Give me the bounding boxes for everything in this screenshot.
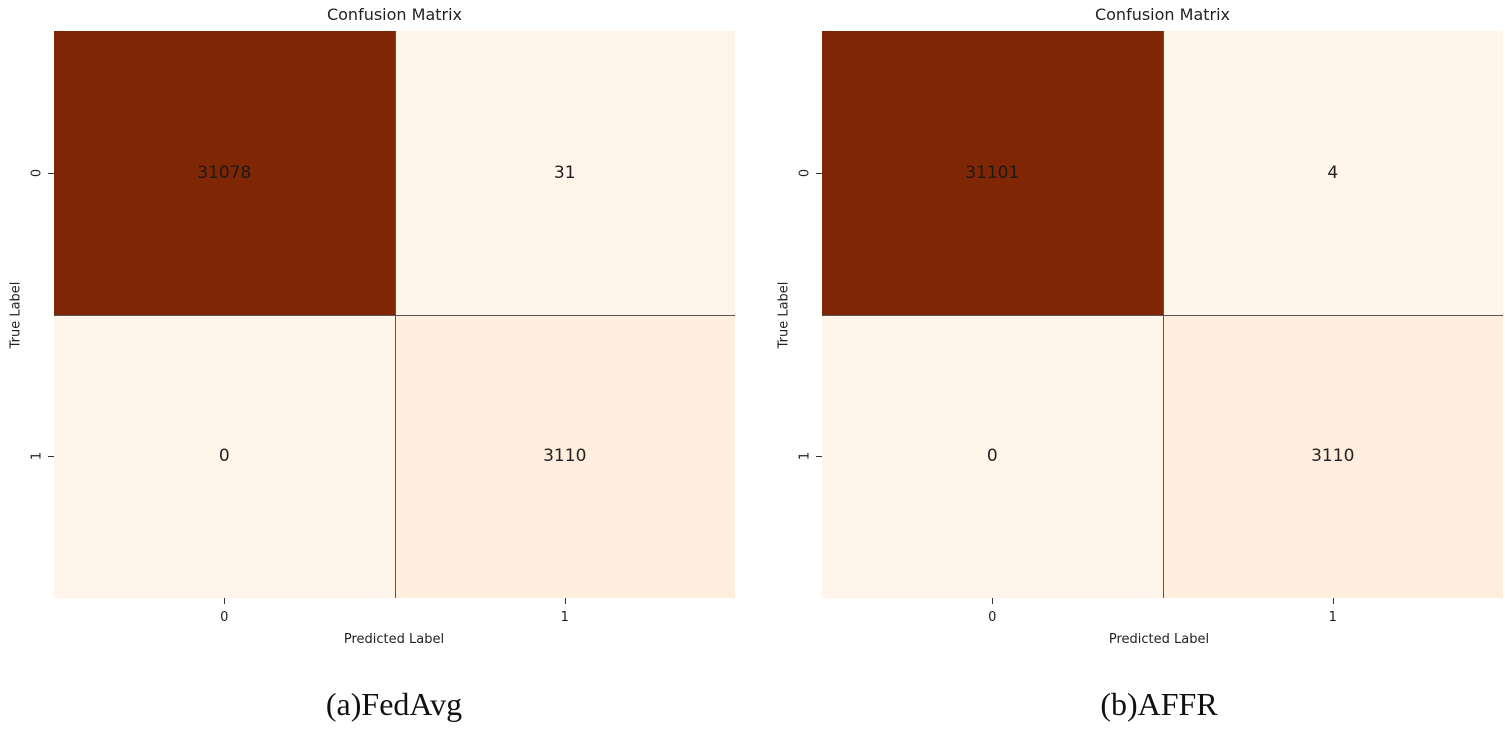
chart-title: Confusion Matrix [326,5,463,24]
y-tick [816,172,822,174]
y-tick [48,456,54,458]
x-tick-label: 0 [220,610,229,625]
cell-value-1-1: 3110 [1311,446,1355,467]
cell-value-0-0: 31101 [965,162,1020,183]
x-tick [992,598,994,604]
x-tick-label: 1 [560,610,569,625]
chart-title: Confusion Matrix [1094,5,1231,24]
cell-1-1 [394,314,735,598]
cell-0-1 [394,31,735,315]
y-tick-label: 1 [797,452,813,461]
cell-1-0 [822,314,1163,598]
x-axis-label: Predicted Label [343,632,445,647]
x-tick [224,598,226,604]
y-axis-label: True Label [8,281,24,349]
y-tick-label: 1 [29,452,45,461]
cell-value-1-0: 0 [986,446,998,467]
panel-caption: (a)FedAvg [325,686,463,722]
grid-line-horizontal [822,314,1503,316]
cell-0-0 [54,31,395,315]
heatmap-area: 31101 4 0 3110 [822,31,1503,598]
y-tick-label: 0 [29,168,45,177]
x-tick [1332,598,1334,604]
x-tick-label: 0 [988,610,997,625]
y-axis-label: True Label [776,281,792,349]
cell-value-0-1: 31 [553,162,576,183]
x-tick-label: 1 [1328,610,1337,625]
cell-value-1-0: 0 [218,446,230,467]
y-tick [48,172,54,174]
cell-1-1 [1162,314,1503,598]
y-tick-label: 0 [797,168,813,177]
y-tick [816,456,822,458]
cell-value-1-1: 3110 [543,446,587,467]
x-tick [564,598,566,604]
confusion-matrix-affr: Confusion Matrix 31101 4 0 3110 True Label … [767,0,1505,739]
x-axis-label: Predicted Label [1108,632,1210,647]
cell-0-1 [1162,31,1503,315]
panel-caption: (b)AFFR [1100,686,1218,722]
heatmap-area: 31078 31 0 3110 [54,31,735,598]
grid-line-horizontal [54,314,735,316]
cell-value-0-0: 31078 [197,162,252,183]
confusion-matrix-fedavg: Confusion Matrix 31078 31 0 3110 True Label… [0,0,752,739]
cell-0-0 [822,31,1163,315]
cell-1-0 [54,314,395,598]
cell-value-0-1: 4 [1327,162,1339,183]
